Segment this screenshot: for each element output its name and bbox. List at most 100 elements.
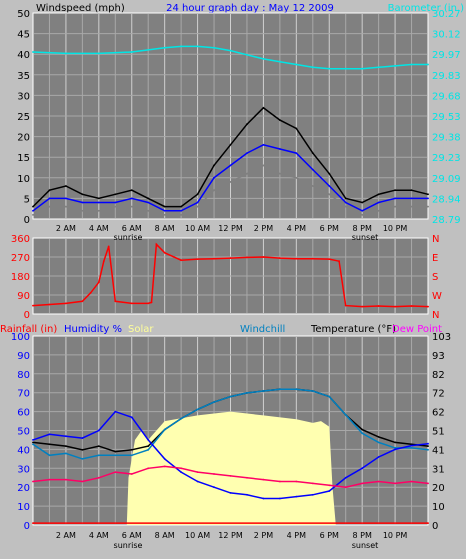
data-point (213, 401, 215, 403)
right-tick-label: 41 (432, 445, 445, 456)
x-tick-label: 4 PM (287, 531, 306, 540)
data-point (344, 414, 347, 416)
data-point (328, 193, 331, 196)
data-point (361, 428, 364, 431)
left-tick-label: 10 (17, 174, 30, 185)
data-point (377, 456, 380, 458)
sunrise-label-bottom: sunrise (114, 541, 143, 550)
data-point (361, 305, 364, 308)
data-point (180, 467, 183, 470)
data-point (344, 205, 347, 208)
data-point (229, 475, 232, 477)
data-point (295, 388, 298, 391)
data-point (130, 454, 133, 457)
right-tick-label: 29.09 (432, 174, 461, 185)
legend-dew-point: Dew Point (392, 324, 442, 335)
data-point (410, 480, 413, 483)
sunset-label-top: sunset (352, 233, 379, 242)
data-point (213, 176, 215, 179)
left-tick-label: 45 (17, 30, 30, 41)
legend-solar: Solar (128, 324, 154, 335)
data-point (65, 435, 67, 438)
left-tick-label: 15 (17, 153, 30, 164)
data-point (48, 454, 51, 457)
left-tick-label: 5 (24, 194, 30, 205)
data-point (328, 490, 331, 492)
chart-title: 24 hour graph day : May 12 2009 (166, 3, 334, 14)
data-point (130, 51, 133, 53)
right-tick-label: 30.27 (432, 9, 461, 20)
right-tick-label: 29.23 (432, 153, 461, 164)
legend-temperature: Temperature (°F) (310, 324, 396, 335)
data-point (81, 458, 84, 460)
data-point (147, 209, 150, 212)
data-point (130, 416, 133, 419)
data-point (246, 172, 248, 175)
data-point (311, 482, 314, 485)
data-point (410, 189, 413, 192)
data-point (262, 478, 265, 481)
data-point (97, 197, 100, 200)
grid-lines (34, 14, 427, 524)
data-point (394, 189, 396, 192)
data-point (344, 67, 347, 70)
data-point (147, 302, 150, 305)
data-point (394, 197, 396, 200)
data-point (262, 106, 265, 109)
data-point (295, 480, 298, 483)
data-point (410, 444, 413, 447)
right-tick-label: 82 (432, 370, 445, 381)
windspeed-axis-label: Windspeed (mph) (36, 3, 125, 14)
data-point (394, 205, 396, 208)
data-point (246, 123, 248, 126)
data-point (394, 447, 396, 449)
right-tick-label: 28.79 (432, 215, 461, 226)
left-tick-label: 360 (11, 234, 30, 245)
data-point (65, 205, 67, 208)
left-tick-label: 30 (17, 91, 30, 102)
data-point (163, 458, 166, 460)
data-point (279, 257, 281, 259)
data-point (262, 497, 265, 500)
data-point (32, 480, 34, 483)
right-tick-label: 29.97 (432, 50, 461, 61)
data-point (361, 214, 364, 216)
data-point (246, 256, 248, 259)
data-point (344, 201, 347, 204)
data-point (262, 256, 265, 258)
data-point (32, 51, 34, 53)
data-point (394, 305, 396, 308)
data-point (427, 482, 429, 485)
left-tick-label: 80 (17, 370, 30, 381)
data-point (81, 201, 84, 204)
data-point (196, 193, 199, 196)
left-tick-label: 30 (17, 464, 30, 475)
data-point (107, 245, 110, 248)
data-point (295, 257, 298, 260)
x-tick-label: 2 PM (254, 224, 273, 233)
data-point (427, 205, 429, 208)
data-point (32, 441, 34, 444)
x-tick-label: 12 PM (218, 531, 243, 540)
x-tick-label: 6 AM (122, 224, 142, 233)
data-point (65, 52, 67, 55)
x-tick-label: 8 PM (352, 224, 371, 233)
data-point (361, 201, 364, 204)
data-point (410, 63, 413, 66)
data-point (328, 258, 331, 260)
data-point (213, 164, 215, 167)
data-point (163, 428, 166, 431)
data-point (394, 441, 396, 444)
right-tick-label: 93 (432, 351, 445, 362)
x-tick-label: 2 AM (56, 224, 76, 233)
data-point (150, 301, 153, 304)
data-point (246, 392, 248, 394)
data-point (377, 305, 380, 307)
data-point (97, 201, 100, 204)
data-point (102, 260, 105, 263)
data-point (147, 448, 150, 451)
data-point (147, 439, 150, 441)
data-point (394, 65, 396, 67)
data-point (377, 480, 380, 483)
data-point (377, 441, 380, 444)
